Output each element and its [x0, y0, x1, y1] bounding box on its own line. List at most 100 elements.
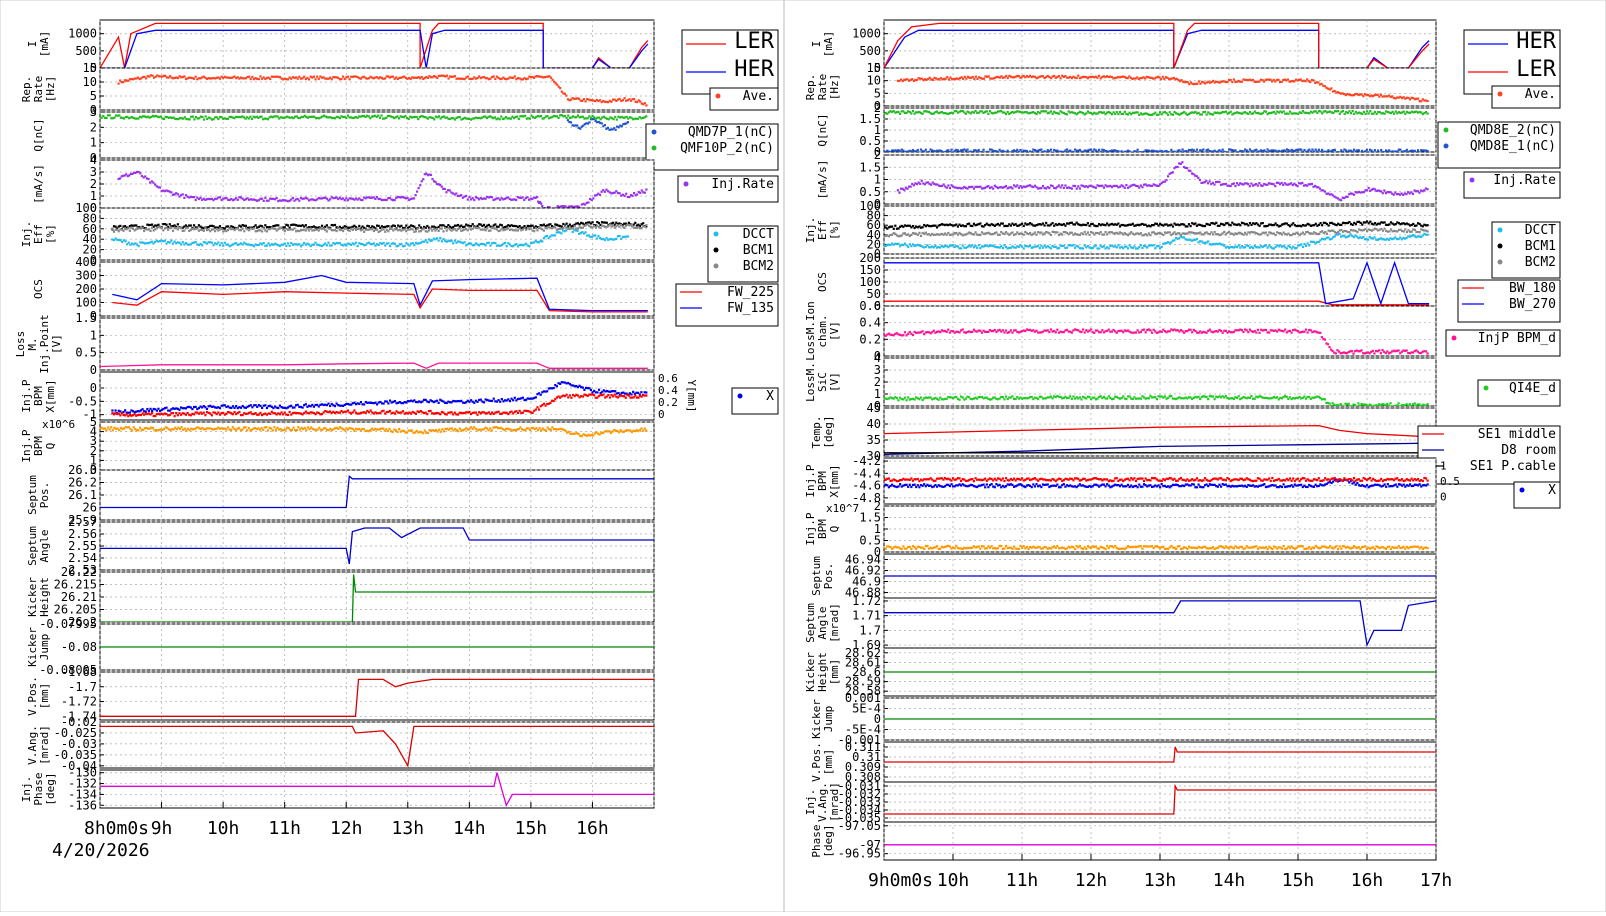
data-point — [159, 186, 161, 188]
data-point — [379, 117, 381, 119]
data-point — [625, 397, 627, 399]
data-point — [587, 117, 589, 119]
data-point — [235, 405, 237, 407]
y-axis-label-line: [mA] — [38, 31, 51, 58]
data-point — [113, 231, 115, 233]
data-point — [292, 197, 294, 199]
data-point — [289, 245, 291, 247]
data-point — [392, 76, 394, 78]
data-point — [273, 426, 275, 428]
data-point — [1058, 75, 1060, 77]
data-point — [1415, 151, 1417, 153]
data-point — [321, 225, 323, 227]
data-point — [442, 230, 444, 232]
data-point — [314, 78, 316, 80]
data-point — [287, 242, 289, 244]
data-point — [1181, 148, 1183, 150]
data-point — [583, 98, 585, 100]
data-point — [1085, 112, 1087, 114]
data-point — [1399, 149, 1401, 151]
data-point — [263, 227, 265, 229]
data-point — [614, 116, 616, 118]
data-point — [112, 429, 114, 431]
data-point — [151, 410, 153, 412]
data-point — [238, 427, 240, 429]
data-point — [447, 77, 449, 79]
data-point — [148, 410, 150, 412]
data-point — [451, 240, 453, 242]
data-point — [454, 75, 456, 77]
data-point — [597, 235, 599, 237]
y-axis-label: [mA/s] — [32, 164, 45, 204]
y-axis-label: V.Ang.[mrad] — [26, 725, 51, 765]
data-point — [400, 243, 402, 245]
data-point — [394, 400, 396, 402]
data-point — [613, 118, 615, 120]
data-point — [1051, 185, 1053, 187]
data-point — [535, 408, 537, 410]
data-point — [169, 223, 171, 225]
y-tick-label: 0 — [90, 381, 97, 395]
data-point — [400, 225, 402, 227]
data-point — [151, 227, 153, 229]
data-point — [113, 117, 115, 119]
data-point — [623, 227, 625, 229]
data-point — [342, 230, 344, 232]
data-point — [382, 242, 384, 244]
data-point — [516, 116, 518, 118]
data-point — [427, 432, 429, 434]
data-point — [468, 196, 470, 198]
y-tick-label: 500 — [859, 44, 881, 58]
data-point — [463, 226, 465, 228]
data-point — [572, 231, 574, 233]
data-point — [358, 225, 360, 227]
data-point — [1117, 113, 1119, 115]
data-point — [579, 128, 581, 130]
data-point — [497, 226, 499, 228]
data-point — [357, 245, 359, 247]
legend-injrate: Inj.Rate — [678, 176, 778, 202]
data-point — [345, 197, 347, 199]
data-point — [1350, 112, 1352, 114]
data-point — [946, 76, 948, 78]
data-point — [476, 414, 478, 416]
data-point — [459, 116, 461, 118]
data-point — [277, 407, 279, 409]
data-point — [217, 411, 219, 413]
x-tick-label: 16h — [576, 818, 609, 839]
data-point — [212, 244, 214, 246]
data-point — [285, 245, 287, 247]
data-point — [619, 235, 621, 237]
legend-label: BCM1 — [743, 243, 774, 258]
data-point — [182, 241, 184, 243]
data-point — [438, 239, 440, 241]
data-point — [949, 187, 951, 189]
y-axis-label: I[mA] — [810, 31, 835, 58]
data-point — [412, 228, 414, 230]
data-point — [1234, 149, 1236, 151]
data-point — [1427, 150, 1429, 152]
data-point — [183, 229, 185, 231]
data-point — [467, 75, 469, 77]
data-point — [131, 429, 133, 431]
data-point — [491, 400, 493, 402]
data-point — [175, 412, 177, 414]
data-point — [217, 118, 219, 120]
data-point — [522, 397, 524, 399]
data-point — [243, 230, 245, 232]
data-point — [947, 184, 949, 186]
panel-frame — [100, 318, 654, 370]
data-point — [382, 402, 384, 404]
data-point — [1366, 149, 1368, 151]
data-point — [238, 411, 240, 413]
data-point — [1051, 151, 1053, 153]
data-point — [201, 244, 203, 246]
data-point — [418, 187, 420, 189]
data-point — [588, 121, 590, 123]
data-point — [619, 192, 621, 194]
y-tick-label: 100 — [75, 296, 97, 310]
data-point — [183, 75, 185, 77]
data-point — [1234, 185, 1236, 187]
